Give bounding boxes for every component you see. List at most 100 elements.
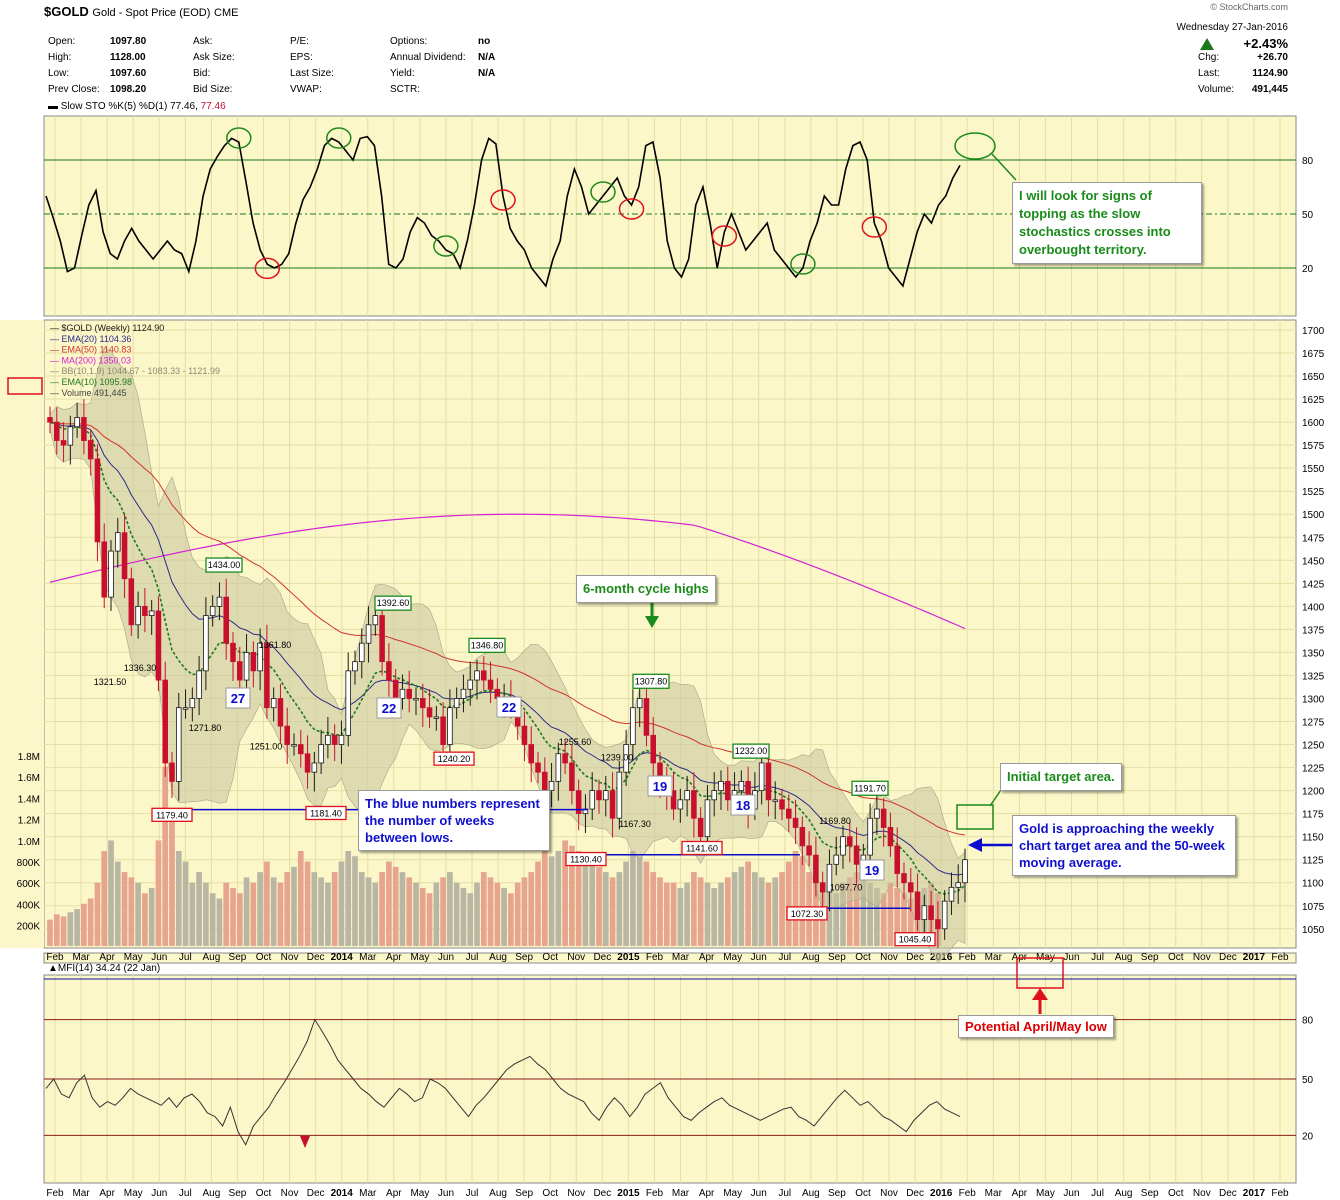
quote-table: Open: 1097.80 High: 1128.00 Low: 1097.60 Prev … — [48, 36, 528, 100]
candle-body — [101, 541, 107, 598]
candle-body — [786, 808, 792, 819]
x-tick-label: Jul — [778, 952, 791, 963]
mfi-legend-icon: ▲ — [48, 963, 58, 974]
volume-bar — [609, 877, 616, 946]
high-label-box — [374, 595, 412, 611]
candle-body — [74, 417, 80, 428]
x-tick-label: Oct — [855, 952, 871, 963]
candle-body — [725, 780, 731, 801]
price-y-tick: 1625 — [1302, 395, 1325, 406]
candle-body — [365, 624, 372, 644]
x-tick-label: Feb — [646, 952, 664, 963]
red-arrow-head — [1032, 988, 1048, 1000]
candle-body — [386, 661, 392, 681]
x-tick-label: Feb — [646, 1188, 664, 1199]
volume-bar — [243, 877, 250, 946]
candle-body — [840, 836, 846, 856]
price-y-tick: 1475 — [1302, 533, 1325, 544]
candle-body — [935, 919, 941, 930]
volume-bar — [284, 872, 291, 946]
volume-bar — [541, 851, 548, 946]
volume-bar — [114, 861, 121, 946]
volume-bar — [74, 909, 80, 946]
candle-body — [487, 679, 494, 690]
candle-body — [948, 886, 955, 902]
candle-body — [772, 799, 778, 802]
quote-label: Annual Dividend: — [390, 52, 466, 63]
quote-label: Ask: — [193, 36, 213, 47]
volume-y-tick: 1.4M — [18, 794, 40, 805]
candle-body — [135, 605, 141, 626]
price-label: 1336.30 — [124, 663, 157, 673]
x-tick-label: Nov — [281, 952, 299, 963]
candle-body — [128, 578, 135, 626]
volume-bar — [907, 898, 914, 946]
x-tick-label: Sep — [828, 952, 846, 963]
x-tick-label: Mar — [72, 952, 90, 963]
volume-bar — [487, 877, 494, 946]
low-label-box — [565, 851, 607, 867]
cycle-number-box — [859, 859, 885, 881]
volume-bar — [697, 877, 704, 946]
potential-low-box: Potential April/May low — [958, 1015, 1114, 1038]
x-tick-label: Aug — [1115, 952, 1133, 963]
volume-bar — [142, 893, 148, 946]
volume-bar — [101, 851, 108, 946]
volume-bar — [569, 845, 575, 946]
x-tick-label: Dec — [1219, 952, 1237, 963]
price-label: 1097.70 — [830, 882, 863, 892]
x-tick-label: May — [723, 1188, 742, 1199]
quote-label: Options: — [390, 36, 428, 47]
volume-bar — [792, 851, 799, 946]
volume-bar — [467, 893, 474, 946]
candle-body — [325, 734, 331, 745]
volume-bar — [480, 872, 487, 946]
candle-body — [467, 679, 473, 690]
candle-body — [108, 550, 114, 598]
volume-bar — [785, 861, 792, 946]
cycle-highs-box: 6-month cycle highs — [576, 575, 716, 603]
price-y-tick: 1100 — [1302, 879, 1324, 890]
candle-body — [535, 762, 541, 773]
price-y-tick: 1325 — [1302, 671, 1325, 682]
x-tick-label: Oct — [1168, 952, 1184, 963]
x-tick-label: Apr — [99, 952, 115, 963]
x-tick-label: Oct — [1168, 1188, 1184, 1199]
quote-label: Ask Size: — [193, 52, 235, 63]
volume-bar — [833, 893, 840, 946]
volume-bar — [731, 872, 738, 946]
low-label-box — [681, 840, 723, 856]
high-label: 1232.00 — [735, 746, 768, 756]
candle-body — [704, 799, 711, 838]
candle-body — [447, 707, 453, 745]
volume-bar — [433, 882, 440, 946]
candle-body — [270, 698, 277, 709]
ema20-line — [49, 421, 966, 876]
candle-body — [121, 532, 128, 580]
candle-body — [928, 905, 934, 920]
x-tick-label: Jul — [179, 952, 192, 963]
volume-bar — [684, 882, 690, 946]
sto-high-circle — [326, 127, 352, 149]
candle-body — [758, 762, 765, 792]
price-y-tick: 1375 — [1302, 625, 1325, 636]
volume-bar — [162, 766, 169, 946]
price-legend-item: — Volume 491,445 — [50, 388, 127, 398]
price-y-tick: 1400 — [1302, 602, 1325, 613]
quote-label: VWAP: — [290, 84, 322, 95]
volume-bar — [236, 893, 243, 946]
candle-body — [250, 652, 257, 672]
price-label: 1251.00 — [250, 741, 283, 751]
candle-body — [115, 532, 121, 552]
high-label-box — [732, 743, 770, 759]
x-tick-label: Nov — [880, 952, 898, 963]
candle-body — [453, 698, 460, 709]
volume-bar — [453, 882, 460, 946]
candle-body — [650, 734, 656, 764]
quote-label: Chg: — [1198, 52, 1220, 63]
price-y-tick: 1550 — [1302, 464, 1325, 475]
price-y-tick: 1575 — [1302, 441, 1325, 452]
x-tick-label: Feb — [1271, 1188, 1289, 1199]
candle-body — [277, 698, 284, 727]
candle-body — [87, 440, 94, 460]
